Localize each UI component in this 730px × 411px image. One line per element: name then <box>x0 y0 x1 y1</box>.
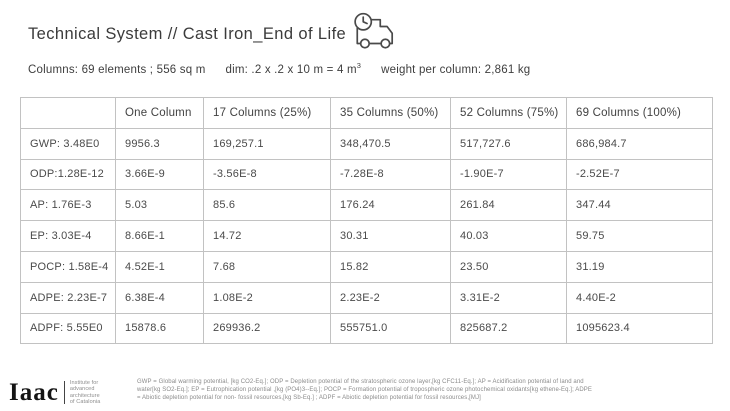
table-row: ADPF: 5.55E0 15878.6 269936.2 555751.0 82568… <box>20 312 713 345</box>
legend-footnote: GWP = Global warming potential, [kg CO2-… <box>137 379 593 401</box>
table-cell: 2.23E-2 <box>330 281 451 314</box>
dimensions-info: dim: .2 x .2 x 10 m = 4 m3 <box>225 61 362 76</box>
table-cell: 40.03 <box>450 220 567 252</box>
iaac-logo: Iaac Institute for advanced architecture… <box>9 380 100 406</box>
table-cell: -2.52E-7 <box>566 158 713 191</box>
table-row: AP: 1.76E-3 5.03 85.6 176.24 261.84 347.44 <box>20 189 713 222</box>
table-row: POCP: 1.58E-4 4.52E-1 7.68 15.82 23.50 31.19 <box>20 250 713 283</box>
table-cell: 15878.6 <box>115 312 204 345</box>
table-cell: 517,727.6 <box>450 127 567 160</box>
table-cell: 686,984.7 <box>566 127 713 160</box>
table-cell: 1095623.4 <box>566 312 713 345</box>
table-cell: 14.72 <box>203 220 331 252</box>
table-cell: 3.31E-2 <box>450 281 567 314</box>
table-header-cell: One Column <box>115 97 204 129</box>
table-row: ADPE: 2.23E-7 6.38E-4 1.08E-2 2.23E-2 3.31E-… <box>20 281 713 314</box>
table-cell: 4.40E-2 <box>566 281 713 314</box>
row-label-cell: ADPE: 2.23E-7 <box>20 281 116 314</box>
table-header-cell: 35 Columns (50%) <box>330 97 451 129</box>
subtitle-row: Columns: 69 elements ; 556 sq m dim: .2 … <box>28 61 530 76</box>
table-cell: 7.68 <box>203 250 331 283</box>
table-cell: -7.28E-8 <box>330 158 451 191</box>
table-cell: 825687.2 <box>450 312 567 345</box>
table-cell: 261.84 <box>450 189 567 222</box>
weight-info: weight per column: 2,861 kg <box>381 63 531 76</box>
table-cell: 269936.2 <box>203 312 331 345</box>
row-label-cell: ADPF: 5.55E0 <box>20 312 116 345</box>
table-cell: 347.44 <box>566 189 713 222</box>
table-cell: 9956.3 <box>115 127 204 160</box>
table-cell: 348,470.5 <box>330 127 451 160</box>
table-corner-cell <box>20 97 116 129</box>
table-cell: -3.56E-8 <box>203 158 331 191</box>
table-row: ODP:1.28E-12 3.66E-9 -3.56E-8 -7.28E-8 -1.90… <box>20 158 713 191</box>
table-header-cell: 69 Columns (100%) <box>566 97 713 129</box>
table-cell: 3.66E-9 <box>115 158 204 191</box>
table-cell: 6.38E-4 <box>115 281 204 314</box>
table-cell: 23.50 <box>450 250 567 283</box>
table-cell: 59.75 <box>566 220 713 252</box>
row-label-cell: EP: 3.03E-4 <box>20 220 116 252</box>
table-cell: 8.66E-1 <box>115 220 204 252</box>
table-cell: 555751.0 <box>330 312 451 345</box>
table-cell: 1.08E-2 <box>203 281 331 314</box>
table-row: EP: 3.03E-4 8.66E-1 14.72 30.31 40.03 59.75 <box>20 220 713 252</box>
table-header-cell: 17 Columns (25%) <box>203 97 331 129</box>
row-label-cell: AP: 1.76E-3 <box>20 189 116 222</box>
row-label-cell: GWP: 3.48E0 <box>20 127 116 160</box>
table-cell: 4.52E-1 <box>115 250 204 283</box>
impact-table: One Column 17 Columns (25%) 35 Columns (50… <box>20 97 713 345</box>
table-header-row: One Column 17 Columns (25%) 35 Columns (50… <box>20 97 713 129</box>
columns-info: Columns: 69 elements ; 556 sq m <box>28 63 206 76</box>
table-cell: 85.6 <box>203 189 331 222</box>
row-label-cell: POCP: 1.58E-4 <box>20 250 116 283</box>
page-title: Technical System // Cast Iron_End of Lif… <box>28 25 347 43</box>
table-cell: 169,257.1 <box>203 127 331 160</box>
table-row: GWP: 3.48E0 9956.3 169,257.1 348,470.5 517,7… <box>20 127 713 160</box>
table-cell: 5.03 <box>115 189 204 222</box>
table-cell: 30.31 <box>330 220 451 252</box>
table-header-cell: 52 Columns (75%) <box>450 97 567 129</box>
logo-divider <box>63 381 65 405</box>
table-cell: 31.19 <box>566 250 713 283</box>
row-label-cell: ODP:1.28E-12 <box>20 158 116 191</box>
logo-subtext: Institute for advanced architecture of C… <box>69 380 101 406</box>
truck-with-clock-icon <box>354 12 394 49</box>
table-cell: 176.24 <box>330 189 451 222</box>
table-cell: 15.82 <box>330 250 451 283</box>
table-cell: -1.90E-7 <box>450 158 567 191</box>
iaac-logo-text: Iaac <box>9 379 59 407</box>
